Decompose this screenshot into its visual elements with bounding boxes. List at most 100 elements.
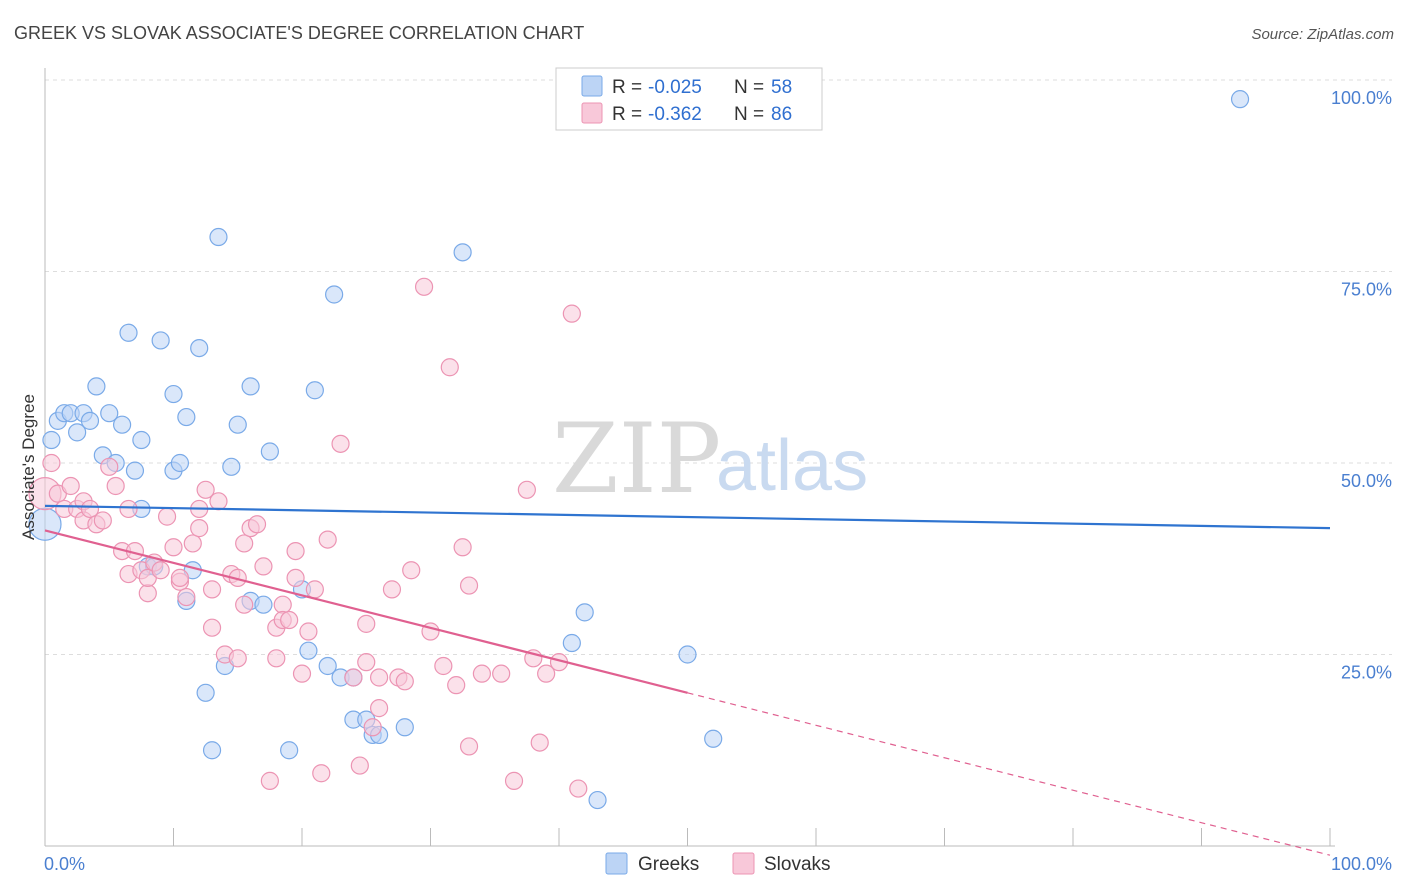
point-slovaks xyxy=(280,610,299,630)
stats-r-label-greeks: R = xyxy=(612,77,642,98)
point-slovaks xyxy=(80,499,100,519)
stats-n-value-slovaks: 86 xyxy=(771,104,792,125)
point-slovaks xyxy=(382,580,402,599)
point-slovaks xyxy=(119,499,138,519)
legend-label-greeks: Greeks xyxy=(638,854,699,875)
point-greeks xyxy=(119,323,138,342)
point-slovaks xyxy=(492,664,511,683)
point-slovaks xyxy=(459,737,479,756)
point-slovaks xyxy=(363,718,382,737)
point-greeks xyxy=(299,641,318,660)
point-greeks xyxy=(170,453,190,473)
point-greeks xyxy=(318,656,337,676)
x-tick-label-max: 100.0% xyxy=(1331,854,1392,874)
point-slovaks xyxy=(138,584,157,603)
point-slovaks xyxy=(202,618,222,637)
stats-r-value-greeks: -0.025 xyxy=(648,77,702,98)
point-greeks xyxy=(177,407,196,427)
stats-r-value-slovaks: -0.362 xyxy=(648,104,702,125)
series-legend: Greeks Slovaks xyxy=(605,852,831,875)
point-greeks xyxy=(228,415,247,434)
point-slovaks xyxy=(537,664,556,683)
point-greeks xyxy=(68,423,87,442)
point-greeks xyxy=(209,227,228,247)
stats-n-label-slovaks: N = xyxy=(734,104,764,125)
stats-n-value-greeks: 58 xyxy=(771,77,792,98)
point-slovaks xyxy=(235,534,254,553)
watermark-zip: ZIP xyxy=(552,403,721,515)
point-greeks xyxy=(190,339,209,358)
point-slovaks xyxy=(434,656,453,676)
point-slovaks xyxy=(164,538,183,557)
point-greeks xyxy=(575,603,594,622)
point-greeks xyxy=(678,645,697,664)
y-axis-label: Associate's Degree xyxy=(19,394,38,540)
point-slovaks xyxy=(254,557,273,576)
point-slovaks xyxy=(344,668,363,687)
point-greeks xyxy=(588,790,607,810)
point-slovaks xyxy=(202,580,222,599)
point-slovaks xyxy=(42,453,61,473)
point-slovaks xyxy=(228,649,247,668)
point-greeks xyxy=(151,331,170,350)
point-slovaks xyxy=(402,561,421,580)
point-slovaks xyxy=(504,771,524,790)
point-slovaks xyxy=(414,277,434,296)
point-slovaks xyxy=(260,771,279,790)
point-greeks xyxy=(222,457,241,476)
point-slovaks xyxy=(569,779,588,798)
y-tick-label: 25.0% xyxy=(1341,663,1392,683)
point-greeks xyxy=(325,285,344,304)
point-slovaks xyxy=(177,587,196,607)
point-slovaks xyxy=(299,622,318,641)
point-greeks xyxy=(125,461,145,480)
chart-source: Source: ZipAtlas.com xyxy=(1251,26,1394,43)
point-slovaks xyxy=(247,515,267,534)
point-slovaks xyxy=(196,480,215,499)
point-slovaks xyxy=(235,595,254,614)
y-tick-label: 50.0% xyxy=(1341,471,1392,491)
point-greeks xyxy=(42,430,61,450)
trend-lines xyxy=(44,504,1331,856)
point-slovaks xyxy=(459,576,479,595)
point-slovaks xyxy=(530,733,549,752)
point-slovaks xyxy=(440,358,459,377)
point-slovaks xyxy=(453,538,472,557)
point-greeks xyxy=(254,595,273,614)
point-slovaks xyxy=(292,664,312,683)
point-slovaks xyxy=(350,756,369,775)
point-greeks xyxy=(202,741,222,760)
point-greeks xyxy=(305,381,324,400)
y-tick-label: 75.0% xyxy=(1341,280,1392,300)
point-greeks xyxy=(260,442,279,461)
point-slovaks xyxy=(61,476,80,496)
point-slovaks xyxy=(286,541,305,561)
point-slovaks xyxy=(286,568,305,588)
point-greeks xyxy=(100,404,119,423)
trend-line-extension-slovaks xyxy=(687,692,1331,856)
stats-swatch-slovaks xyxy=(581,102,603,124)
watermark-atlas: atlas xyxy=(716,426,868,506)
point-greeks xyxy=(395,718,414,737)
stats-legend: R = -0.025 N = 58 R = -0.362 N = 86 xyxy=(555,67,823,131)
point-slovaks xyxy=(273,595,292,614)
point-greeks xyxy=(562,633,581,653)
point-greeks xyxy=(80,411,100,430)
point-slovaks xyxy=(170,568,190,588)
point-slovaks xyxy=(447,676,466,695)
point-slovaks xyxy=(517,480,536,499)
point-greeks xyxy=(132,430,151,450)
point-slovaks xyxy=(370,699,389,718)
chart-title: GREEK VS SLOVAK ASSOCIATE'S DEGREE CORRE… xyxy=(14,23,584,43)
point-slovaks xyxy=(312,764,331,783)
point-greeks xyxy=(196,683,215,702)
point-slovaks xyxy=(305,580,324,599)
point-slovaks xyxy=(106,476,125,496)
point-slovaks xyxy=(93,511,112,530)
point-slovaks xyxy=(183,534,202,553)
point-slovaks xyxy=(318,530,337,549)
point-slovaks xyxy=(472,664,491,683)
trend-line-slovaks xyxy=(44,529,688,694)
gridlines xyxy=(45,79,1392,655)
